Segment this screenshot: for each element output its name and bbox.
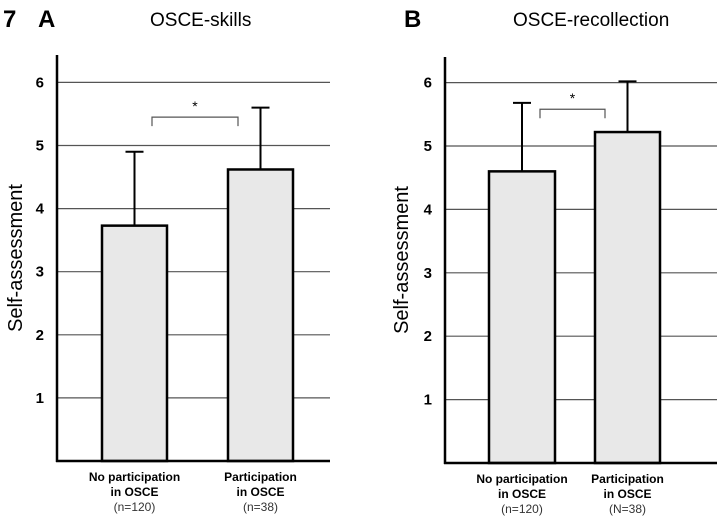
panel-a-category-label: in OSCE	[110, 485, 158, 499]
panel-a-y-tick-label: 2	[36, 327, 44, 344]
panel-b-category-label: Participation	[591, 472, 664, 486]
panel-a-bar	[226, 168, 295, 463]
panel-a-y-tick-label: 3	[36, 264, 44, 281]
panel-a-letter: A	[38, 6, 55, 33]
panel-b-sample-size: (N=38)	[609, 502, 646, 516]
panel-b-y-tick-label: 4	[424, 201, 433, 218]
panel-a-significance-marker: *	[192, 98, 198, 114]
panel-a-significance-bracket	[151, 116, 239, 127]
panel-a-y-tick-label: 1	[36, 390, 44, 407]
panel-b-sample-size: (n=120)	[501, 502, 543, 516]
panel-b-letter: B	[404, 6, 421, 33]
panel-b-category-label: in OSCE	[603, 487, 651, 501]
panel-a-y-axis-label: Self-assessment	[5, 184, 27, 332]
panel-b-title: OSCE-recollection	[513, 10, 669, 31]
panel-a-category-label: No participation	[89, 470, 180, 484]
panel-a-sample-size: (n=38)	[243, 500, 278, 514]
panel-a-y-tick-label: 6	[36, 74, 44, 91]
panel-b-y-tick-label: 6	[424, 75, 432, 92]
panel-b-significance-bracket	[539, 108, 606, 119]
panel-b-y-tick-label: 2	[424, 328, 432, 345]
panel-a-y-tick-label: 5	[36, 138, 44, 155]
panel-b-y-tick-label: 1	[424, 392, 432, 409]
panel-b-bar	[593, 130, 662, 465]
panel-a-y-tick-label: 4	[36, 201, 45, 218]
panel-b-y-tick-label: 3	[424, 265, 432, 282]
panel-b-category-label: in OSCE	[498, 487, 546, 501]
panel-a-title: OSCE-skills	[150, 10, 251, 31]
panel-a-category-label: in OSCE	[236, 485, 284, 499]
panel-a-sample-size: (n=120)	[114, 500, 156, 514]
panel-b-bar	[487, 170, 557, 465]
panel-a-bar	[100, 224, 169, 463]
panel-b-y-axis-label: Self-assessment	[391, 186, 413, 334]
panel-a-category-label: Participation	[224, 470, 297, 484]
panel-b-significance-marker: *	[570, 90, 576, 106]
figure-number: 7	[3, 6, 16, 33]
panel-b-y-tick-label: 5	[424, 138, 432, 155]
panel-b-category-label: No participation	[476, 472, 567, 486]
